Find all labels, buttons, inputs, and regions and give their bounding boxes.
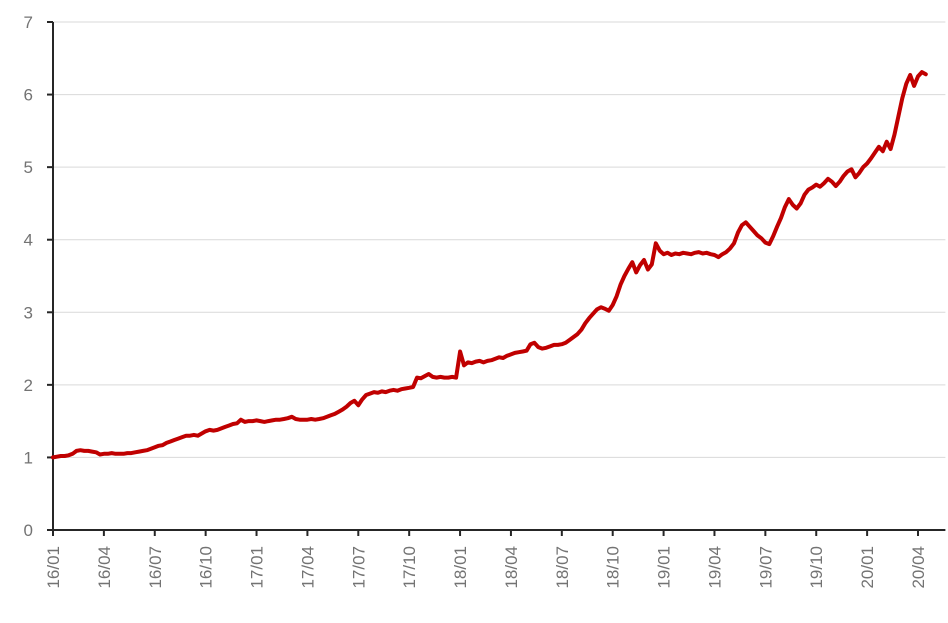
x-tick-label: 17/10: [400, 546, 419, 589]
x-tick-label: 18/10: [604, 546, 623, 589]
y-tick-label: 4: [24, 231, 33, 250]
x-tick-label: 20/01: [858, 546, 877, 589]
y-tick-label: 1: [24, 448, 33, 467]
x-tick-label: 16/01: [44, 546, 63, 589]
y-tick-label: 5: [24, 158, 33, 177]
y-tick-label: 7: [24, 13, 33, 32]
x-tick-label: 19/04: [705, 546, 724, 589]
x-tick-label: 18/04: [502, 546, 521, 589]
x-tick-label: 19/07: [756, 546, 775, 589]
x-tick-label: 18/01: [451, 546, 470, 589]
x-tick-label: 16/04: [95, 546, 114, 589]
y-tick-label: 2: [24, 376, 33, 395]
x-tick-label: 20/04: [909, 546, 928, 589]
x-tick-label: 17/04: [298, 546, 317, 589]
y-tick-label: 3: [24, 303, 33, 322]
x-tick-label: 17/01: [248, 546, 267, 589]
x-tick-label: 19/10: [807, 546, 826, 589]
x-tick-label: 16/10: [197, 546, 216, 589]
x-tick-label: 16/07: [146, 546, 165, 589]
series-line: [51, 70, 928, 460]
y-tick-label: 0: [24, 521, 33, 540]
x-tick-label: 17/07: [349, 546, 368, 589]
x-tick-label: 19/01: [655, 546, 674, 589]
x-tick-label: 18/07: [553, 546, 572, 589]
y-tick-label: 6: [24, 86, 33, 105]
